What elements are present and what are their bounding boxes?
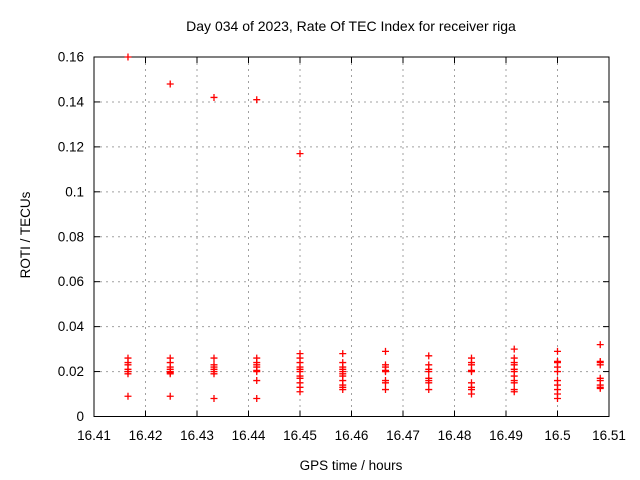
data-point [554, 347, 561, 355]
chart-title: Day 034 of 2023, Rate Of TEC Index for r… [186, 18, 516, 34]
data-point [124, 392, 132, 400]
y-tick-label: 0.14 [58, 94, 85, 109]
data-point [210, 395, 218, 403]
x-tick-label: 16.42 [129, 428, 163, 443]
data-point [425, 379, 433, 387]
data-point [510, 388, 518, 396]
data-point [596, 384, 604, 392]
data-point [210, 370, 218, 378]
x-tick-label: 16.51 [592, 428, 626, 443]
data-point [166, 370, 174, 378]
data-point [381, 386, 389, 394]
data-point [425, 386, 433, 394]
data-point [166, 392, 174, 400]
y-tick-label: 0.12 [58, 139, 84, 154]
y-tick-label: 0.02 [58, 364, 84, 379]
x-tick-label: 16.47 [386, 428, 420, 443]
grid-layer [94, 57, 609, 417]
data-point [124, 370, 132, 378]
data-point [210, 93, 218, 101]
y-tick-label: 0.16 [58, 50, 84, 65]
data-point [467, 368, 475, 376]
x-tick-label: 16.41 [77, 428, 111, 443]
y-tick-label: 0.06 [58, 274, 84, 289]
data-point [339, 350, 347, 358]
x-tick-label: 16.48 [438, 428, 472, 443]
y-tick-label: 0.1 [65, 184, 84, 199]
data-point [554, 395, 561, 403]
x-tick-label: 16.44 [232, 428, 266, 443]
data-points-layer [124, 53, 604, 403]
data-point [124, 53, 132, 61]
y-axis-label: ROTI / TECUs [18, 191, 33, 278]
data-point [554, 368, 561, 376]
data-point [253, 395, 261, 403]
x-axis-label: GPS time / hours [300, 458, 403, 473]
data-point [467, 390, 475, 398]
x-tick-label: 16.5 [544, 428, 570, 443]
axes-layer: 16.41 16.42 16.43 16.44 16.45 16.46 16.47 16.48… [58, 50, 626, 444]
x-tick-label: 16.43 [180, 428, 214, 443]
y-tick-label: 0 [76, 409, 84, 424]
data-point [381, 347, 389, 355]
data-point [510, 345, 518, 353]
data-point [253, 377, 261, 385]
y-tick-label: 0.08 [58, 229, 84, 244]
data-point [210, 354, 218, 362]
x-tick-label: 16.46 [335, 428, 369, 443]
x-tick-label: 16.45 [283, 428, 317, 443]
data-point [425, 368, 433, 376]
data-point [166, 80, 174, 88]
data-point [381, 379, 389, 387]
data-point [339, 386, 347, 394]
data-point [596, 361, 604, 369]
x-tick-label: 16.49 [489, 428, 523, 443]
data-point [510, 379, 518, 387]
data-point [253, 368, 261, 376]
data-point [381, 368, 389, 376]
data-point [425, 352, 433, 360]
data-point [296, 150, 304, 158]
data-point [296, 388, 304, 396]
data-point [253, 96, 261, 104]
data-point [596, 341, 604, 349]
y-tick-label: 0.04 [58, 319, 85, 334]
